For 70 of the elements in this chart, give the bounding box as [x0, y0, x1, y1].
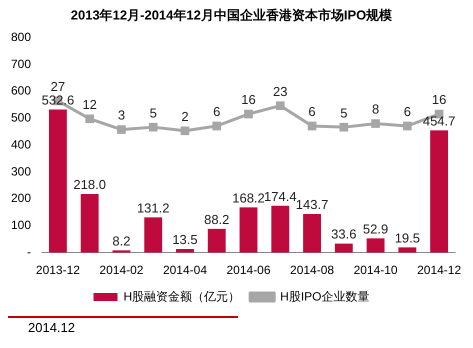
data-label: 131.2: [136, 200, 170, 216]
y-tick-label: 400: [10, 137, 32, 152]
x-tick-label: 2013-12: [36, 263, 80, 278]
point: [148, 122, 158, 132]
y-tick-label: 700: [10, 56, 32, 71]
point: [212, 122, 222, 130]
text: 2014.12: [28, 320, 76, 335]
data-label: 12: [82, 96, 97, 112]
bar: [144, 217, 162, 253]
data-label: 6: [404, 104, 411, 120]
bar: [303, 214, 321, 253]
bar: [366, 238, 385, 253]
y-tick-label: 300: [10, 164, 32, 178]
point: [371, 119, 380, 128]
bar: [48, 109, 67, 253]
point: [339, 122, 348, 132]
point: [403, 122, 412, 130]
bar: [80, 194, 99, 253]
y-tick-label: -: [27, 244, 32, 259]
data-label: 16: [432, 92, 446, 108]
y-tick-label: 500: [10, 110, 32, 125]
data-label: 5: [340, 105, 348, 120]
bar: [430, 130, 448, 253]
data-label: 88.2: [204, 212, 230, 227]
x-tick-label: 2014-10: [354, 263, 398, 278]
data-label: 532.6: [42, 92, 74, 108]
y-tick-label: 800: [10, 30, 32, 44]
x-tick-label: 2014-02: [99, 263, 144, 278]
data-label: 23: [273, 84, 288, 99]
y-tick-label: 200: [10, 191, 32, 206]
data-label: 3: [118, 108, 126, 123]
data-label: 6: [308, 104, 316, 120]
data-label: 33.6: [331, 226, 356, 242]
point: [85, 114, 94, 124]
data-label: 13.5: [172, 232, 198, 248]
data-label: 6: [213, 104, 220, 120]
y-tick-label: 100: [10, 218, 32, 232]
bar: [334, 244, 353, 253]
data-label: 8.2: [112, 233, 130, 248]
data-label: 143.7: [296, 197, 328, 212]
x-tick-label: 2014-04: [162, 263, 208, 278]
data-label: 2: [181, 108, 189, 124]
point: [180, 126, 190, 136]
data-label: 8: [372, 102, 380, 117]
legend-label: H股融资金额（亿元）: [124, 289, 240, 304]
point: [308, 122, 316, 130]
point: [244, 110, 253, 118]
bar: [398, 247, 416, 253]
x-tick-label: 2014-06: [226, 263, 271, 278]
x-tick-label: 2014-08: [290, 263, 334, 278]
bar: [240, 207, 258, 253]
point: [276, 101, 285, 110]
data-label: 27: [50, 78, 66, 94]
data-label: 218.0: [73, 177, 106, 192]
data-label: 168.2: [232, 190, 265, 206]
point: [117, 125, 126, 134]
bar: [176, 248, 194, 253]
data-label: 52.9: [362, 221, 388, 236]
data-label: 16: [241, 92, 256, 108]
data-label: 174.4: [264, 188, 297, 204]
data-label: 454.7: [422, 113, 456, 128]
legend-label: H股IPO企业数量: [280, 289, 370, 304]
bar: [271, 206, 290, 253]
data-label: 5: [150, 105, 157, 120]
data-label: 19.5: [394, 230, 420, 246]
y-tick-label: 600: [10, 84, 32, 98]
chart-title: 2013年12月-2014年12月中国企业香港资本市场IPO规模: [70, 7, 392, 22]
bar: [208, 228, 226, 253]
bar: [112, 250, 130, 253]
x-tick-label: 2014-12: [417, 263, 462, 278]
